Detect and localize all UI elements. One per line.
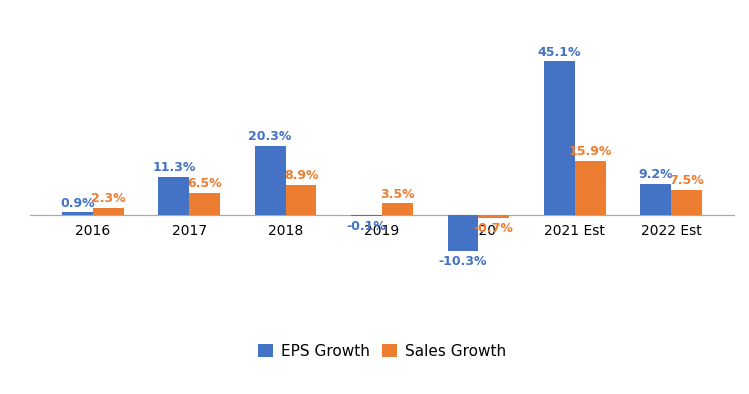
Text: -10.3%: -10.3% <box>439 255 487 268</box>
Text: 11.3%: 11.3% <box>152 161 195 174</box>
Bar <box>158 177 189 216</box>
Text: -0.1%: -0.1% <box>347 220 386 233</box>
Bar <box>671 190 702 216</box>
Bar <box>382 203 413 216</box>
Bar <box>544 61 574 216</box>
Bar <box>255 146 285 216</box>
Text: 8.9%: 8.9% <box>284 169 318 182</box>
Text: 20.3%: 20.3% <box>249 130 292 143</box>
Text: -0.7%: -0.7% <box>474 222 514 235</box>
Text: 9.2%: 9.2% <box>638 168 673 181</box>
Bar <box>189 193 220 216</box>
Text: 7.5%: 7.5% <box>669 174 704 187</box>
Bar <box>640 184 671 216</box>
Bar <box>448 216 479 251</box>
Bar <box>479 216 509 218</box>
Text: 2.3%: 2.3% <box>91 192 126 205</box>
Text: 3.5%: 3.5% <box>380 188 415 201</box>
Bar <box>574 161 606 216</box>
Text: 45.1%: 45.1% <box>538 46 581 59</box>
Bar <box>285 185 316 216</box>
Legend: EPS Growth, Sales Growth: EPS Growth, Sales Growth <box>252 337 512 365</box>
Bar <box>62 212 93 216</box>
Bar <box>93 208 124 216</box>
Text: 6.5%: 6.5% <box>187 177 222 190</box>
Text: 0.9%: 0.9% <box>60 197 94 210</box>
Text: 15.9%: 15.9% <box>568 145 612 158</box>
